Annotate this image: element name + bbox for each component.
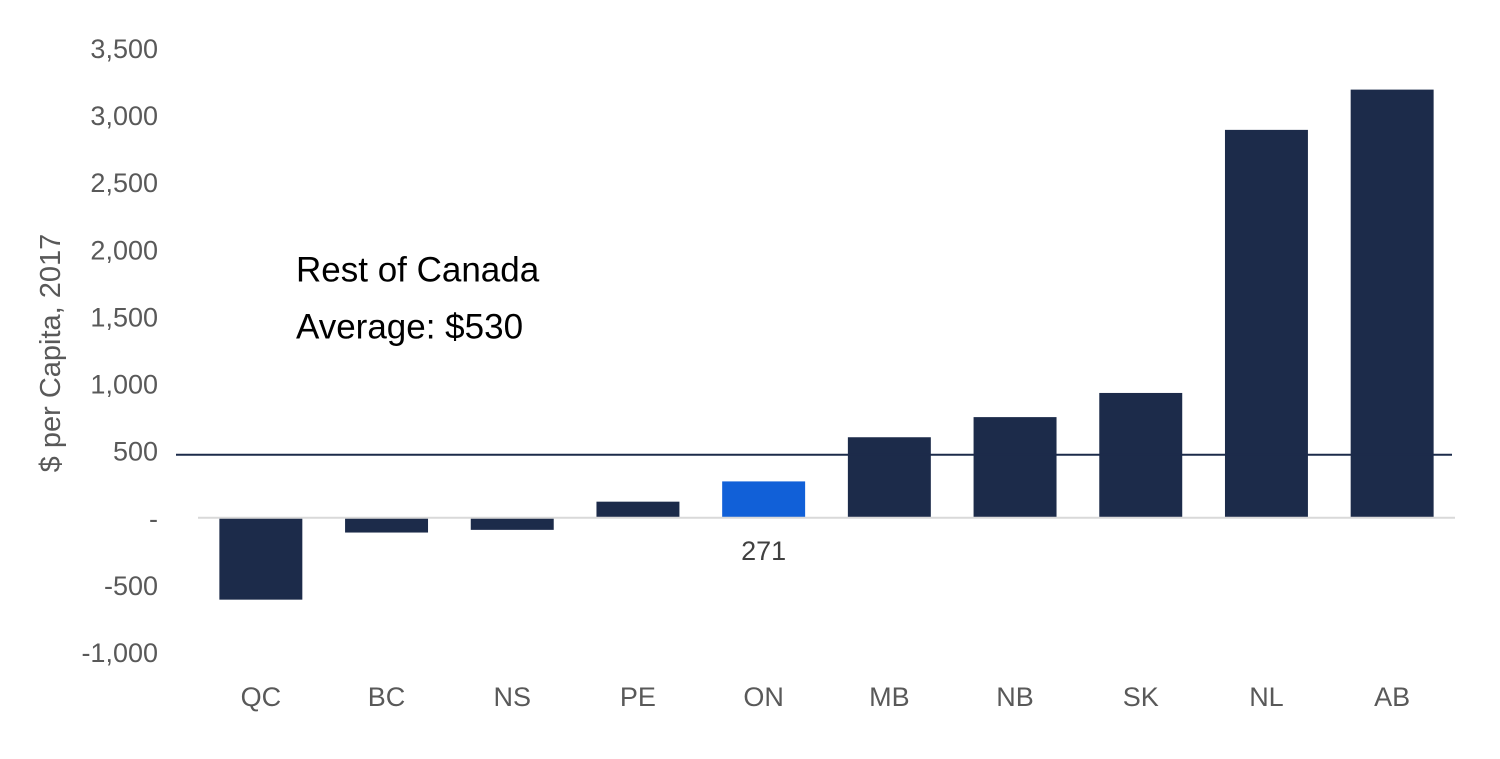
bar-bc [345, 517, 429, 533]
x-category-label-nl: NL [1249, 682, 1284, 712]
bar-ab [1350, 89, 1434, 518]
x-category-label-sk: SK [1123, 682, 1159, 712]
x-category-label-mb: MB [869, 682, 910, 712]
x-category-label-ns: NS [493, 682, 531, 712]
y-tick-label: 500 [113, 437, 158, 467]
x-category-label-qc: QC [241, 682, 282, 712]
bar-on [722, 481, 806, 518]
reference-annotation-line2: Average: $530 [296, 307, 523, 346]
bar-nb [973, 417, 1057, 518]
data-labels: 271 [741, 536, 786, 566]
y-tick-label: -1,000 [81, 638, 158, 668]
reference-annotation-line1: Rest of Canada [296, 250, 540, 289]
bar-pe [596, 501, 680, 518]
x-category-label-pe: PE [620, 682, 656, 712]
bar-nl [1224, 129, 1308, 518]
y-axis-label: $ per Capita, 2017 [35, 234, 67, 473]
y-tick-label: 3,000 [90, 101, 158, 131]
y-tick-label: 1,500 [90, 302, 158, 332]
bar-mb [847, 437, 931, 518]
y-tick-label: -500 [104, 571, 158, 601]
x-axis-categories: QC BC NS PE ON MB NB SK NL AB [241, 682, 1411, 712]
bar-ns [470, 517, 554, 530]
y-tick-label: 1,000 [90, 370, 158, 400]
y-axis-ticks: -1,000-500-5001,0001,5002,0002,5003,0003… [81, 34, 158, 668]
bar-qc [219, 517, 303, 600]
x-category-label-bc: BC [368, 682, 406, 712]
y-tick-label: 3,500 [90, 34, 158, 64]
x-category-label-nb: NB [996, 682, 1034, 712]
y-tick-label: 2,000 [90, 235, 158, 265]
x-category-label-ab: AB [1374, 682, 1410, 712]
y-tick-label: 2,500 [90, 168, 158, 198]
y-tick-label: - [149, 504, 158, 534]
data-label-on: 271 [741, 536, 786, 566]
x-category-label-on: ON [743, 682, 784, 712]
